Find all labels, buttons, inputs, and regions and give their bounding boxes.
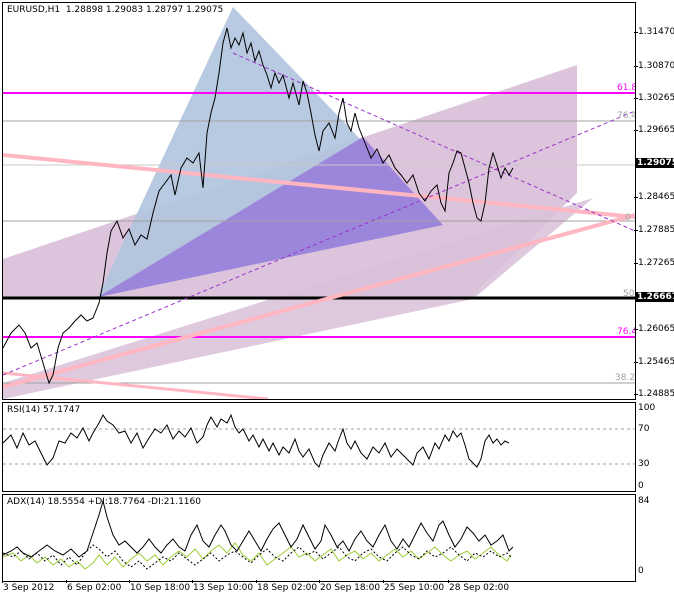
rsi-scale-label: 0 [638, 481, 644, 491]
rsi-series [3, 413, 510, 468]
price-label: 1.30265 [638, 93, 674, 103]
symbol-info: EURUSD,H1 1.28898 1.29083 1.28797 1.2907… [7, 5, 224, 15]
time-label: 25 Sep 10:00 [384, 583, 445, 593]
price-label: 1.27265 [638, 258, 674, 268]
adx-indicator-pane[interactable]: ADX(14) 18.5554 +DI:18.7764 -DI:21.1160 [2, 494, 636, 582]
time-tick [383, 580, 384, 583]
adx-minus-di-series [3, 544, 512, 570]
pink-trendline-2 [3, 213, 635, 389]
time-tick [448, 580, 449, 583]
price-chart-canvas [3, 7, 635, 399]
price-label: 1.29665 [638, 125, 674, 135]
price-label: 1.25465 [638, 357, 674, 367]
time-label: 13 Sep 10:00 [193, 583, 254, 593]
adx-plus-di-series [3, 542, 512, 570]
time-label: 10 Sep 18:00 [130, 583, 191, 593]
price-chart-pane[interactable]: EURUSD,H1 1.28898 1.29083 1.28797 1.2907… [2, 2, 636, 400]
time-tick [319, 580, 320, 583]
adx-canvas [3, 499, 514, 570]
time-label: 20 Sep 18:00 [320, 583, 381, 593]
rsi-canvas [3, 413, 635, 468]
time-label: 3 Sep 2012 [3, 583, 55, 593]
price-label: 1.30870 [638, 61, 674, 71]
time-label: 18 Sep 02:00 [257, 583, 318, 593]
adx-scale-label: 84 [638, 496, 650, 506]
time-tick [2, 580, 3, 583]
price-label: 1.27885 [638, 225, 674, 235]
price-label: 1.24885 [638, 389, 674, 399]
fib-label-0: 0 [625, 213, 631, 223]
rsi-title: RSI(14) 57.1747 [7, 405, 81, 415]
price-series [3, 27, 514, 385]
time-tick [256, 580, 257, 583]
price-label: 1.26065 [638, 324, 674, 334]
rsi-scale-label: 70 [638, 424, 650, 434]
adx-scale-label: 0 [638, 566, 644, 576]
time-label: 28 Sep 02:00 [449, 583, 510, 593]
dashed-trendline-1 [3, 110, 635, 376]
pink-trendline-1 [3, 153, 635, 219]
fib-label-50: 50 [623, 289, 635, 299]
adx-main-series [3, 499, 514, 558]
time-tick [192, 580, 193, 583]
fib-label-76-4: 76.4 [617, 327, 636, 337]
price-label: 1.28465 [638, 192, 674, 202]
rsi-scale-label: 100 [638, 403, 656, 413]
fib-label-76-4-upper: 76.4 [617, 111, 636, 121]
fib-label-61-8: 61.8 [617, 83, 636, 93]
dashed-trendline-2 [232, 52, 635, 232]
pattern-triangle-lower [98, 137, 443, 297]
fib-label-38-2: 38.2 [615, 373, 636, 383]
time-label: 6 Sep 02:00 [67, 583, 122, 593]
adx-title: ADX(14) 18.5554 +DI:18.7764 -DI:21.1160 [7, 497, 201, 507]
current-price-tag: 1.29075 [635, 158, 674, 168]
time-tick [129, 580, 130, 583]
level-price-tag: 1.26667 [635, 292, 674, 302]
price-label: 1.31470 [638, 27, 674, 37]
rsi-scale-label: 30 [638, 459, 650, 469]
rsi-indicator-pane[interactable]: RSI(14) 57.1747 [2, 402, 636, 492]
time-tick [66, 580, 67, 583]
